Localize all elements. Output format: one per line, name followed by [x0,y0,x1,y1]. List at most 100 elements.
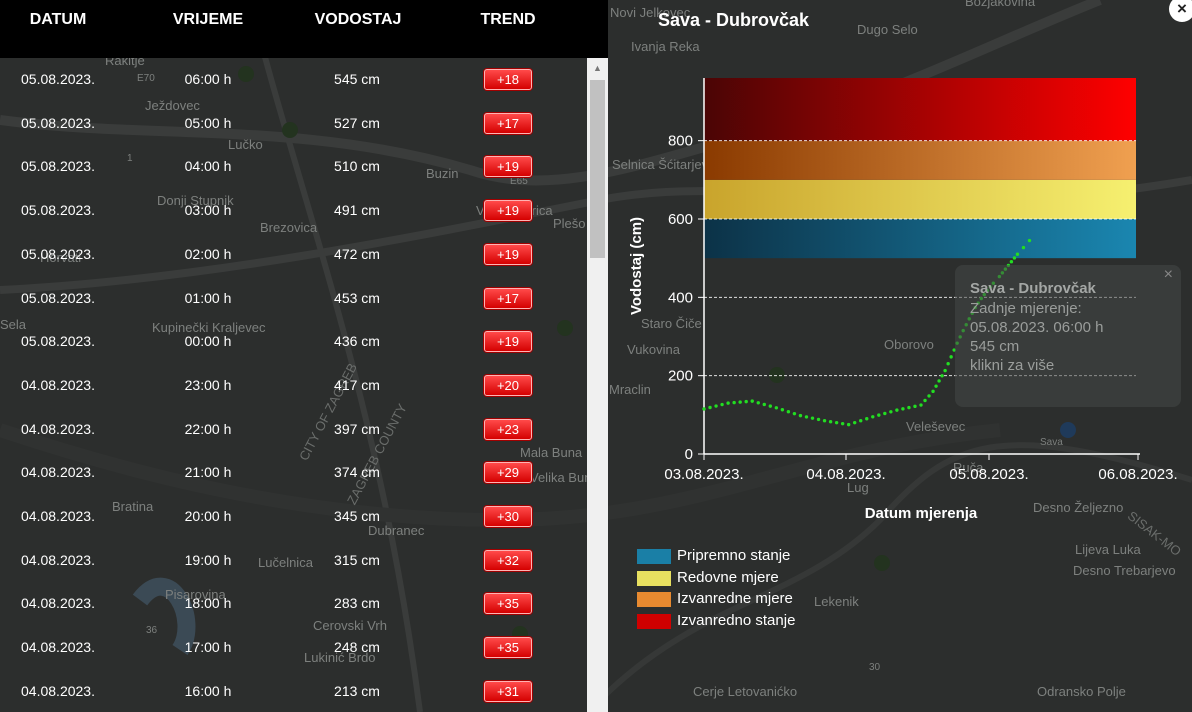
legend-swatch [637,592,671,607]
trend-badge: +19 [484,331,532,353]
series-point [943,368,947,373]
map-label: Mraclin [609,382,651,397]
road-label: 30 [869,662,881,673]
series-point [883,411,887,416]
row-level: 397 cm [334,420,380,437]
series-point [744,399,748,404]
row-trend: +29 [483,462,533,484]
road-label: E70 [137,73,155,84]
x-tick-label: 05.08.2023. [949,466,1028,483]
map-label: Velika Buna [530,470,599,485]
scrollbar[interactable]: ▲ [587,58,608,712]
row-date: 04.08.2023. [21,376,95,393]
row-level: 527 cm [334,114,380,131]
map-tree-marker [238,66,254,82]
table-row[interactable]: 04.08.2023. 18:00 h 283 cm +35 [0,582,587,626]
station-title: Sava - Dubrovčak [658,10,810,30]
map-label: Lučko [228,137,263,152]
table-row[interactable]: 05.08.2023. 00:00 h 436 cm +19 [0,320,587,364]
series-point [834,420,839,425]
series-point [720,402,724,407]
table-row[interactable]: 05.08.2023. 03:00 h 491 cm +19 [0,189,587,233]
series-point [927,394,931,398]
series-point [1015,252,1020,256]
table-body[interactable]: 05.08.2023. 06:00 h 545 cm +18 05.08.2023. 05… [0,58,587,712]
y-tick-label: 0 [685,446,693,463]
series-point [810,416,815,420]
table-row[interactable]: 04.08.2023. 23:00 h 417 cm +20 [0,364,587,408]
threshold-band [704,140,1136,180]
legend-swatch [637,570,671,586]
table-row[interactable]: 05.08.2023. 02:00 h 472 cm +19 [0,233,587,277]
tooltip-close-icon[interactable]: × [1163,266,1173,283]
column-header-level[interactable]: VODOSTAJ [314,11,402,28]
station-tooltip[interactable]: × Sava - Dubrovčak Zadnje mjerenje: 05.0… [955,265,1181,407]
row-time: 03:00 h [184,202,232,219]
row-time: 21:00 h [184,464,232,481]
table-row[interactable]: 05.08.2023. 05:00 h 527 cm +17 [0,102,587,146]
map-label: Kupinečki Kraljevec [152,320,266,335]
row-trend: +35 [483,593,533,615]
threshold-band [704,219,1136,259]
table-row[interactable]: 04.08.2023. 21:00 h 374 cm +29 [0,451,587,495]
series-point [859,419,863,423]
scroll-up-arrow-icon[interactable]: ▲ [593,63,602,73]
series-point [946,362,950,366]
map-label: Lijeva Luka [1075,542,1141,557]
series-point [940,374,944,378]
series-point [816,417,821,422]
row-time: 18:00 h [184,595,232,612]
table-row[interactable]: 04.08.2023. 17:00 h 248 cm +35 [0,626,587,670]
series-point [798,413,803,418]
legend-label: Redovne mjere [677,568,779,586]
table-row[interactable]: 04.08.2023. 20:00 h 345 cm +30 [0,495,587,539]
row-trend: +17 [483,287,533,309]
series-point [762,402,766,407]
trend-badge: +17 [484,287,532,309]
trend-badge: +32 [484,549,532,571]
series-point [931,389,935,394]
map-label: Ivanja Reka [631,39,700,54]
map-label: Desno Željezno [1033,500,1124,515]
trend-badge: +19 [484,200,532,222]
water-level-chart[interactable]: 0 200 400 600 800 03.08.2023. 04.08.2023. 05.08… [608,0,1192,540]
y-tick-label: 200 [668,368,693,385]
trend-badge: +18 [484,69,532,90]
map-label: Donji Stupnik [157,193,234,208]
series-point [865,417,869,421]
series-point [901,407,905,411]
row-time: 16:00 h [184,682,232,699]
series-point [889,410,893,414]
series-point [913,404,917,409]
map-label: Mala Buna [520,445,583,460]
series-point [714,404,718,408]
table-row[interactable]: 05.08.2023. 06:00 h 545 cm +18 [0,58,587,102]
scrollbar-thumb[interactable] [590,80,605,258]
series-point [877,413,881,417]
row-level: 345 cm [334,508,380,524]
column-header-trend[interactable]: TREND [480,11,536,28]
map-label: Selnica Šćitarjevska [612,157,729,172]
row-date: 05.08.2023. [21,158,95,175]
column-header-date[interactable]: DATUM [29,11,87,28]
map-label: Sela [0,317,27,332]
table-row[interactable]: 04.08.2023. 19:00 h 315 cm +32 [0,539,587,583]
row-trend: +23 [483,418,533,440]
column-header-time[interactable]: VRIJEME [172,11,244,28]
series-point [1009,259,1014,264]
row-trend: +20 [483,374,533,396]
series-point [934,384,938,388]
close-icon[interactable]: × [1169,0,1192,22]
y-axis-title: Vodostaj (cm) [628,217,645,315]
series-point [708,405,712,410]
tooltip-more-link[interactable]: klikni za više [970,357,1055,374]
row-time: 20:00 h [184,508,232,524]
table-row[interactable]: 05.08.2023. 01:00 h 453 cm +17 [0,277,587,321]
row-date: 05.08.2023. [21,71,95,87]
table-row[interactable]: 05.08.2023. 04:00 h 510 cm +19 [0,145,587,189]
map-label: Desno Trebarjevo [1073,563,1176,578]
table-row[interactable]: 04.08.2023. 22:00 h 397 cm +23 [0,408,587,452]
series-point [780,408,785,412]
legend-swatch [637,549,671,564]
table-row[interactable]: 04.08.2023. 16:00 h 213 cm +31 [0,670,587,712]
